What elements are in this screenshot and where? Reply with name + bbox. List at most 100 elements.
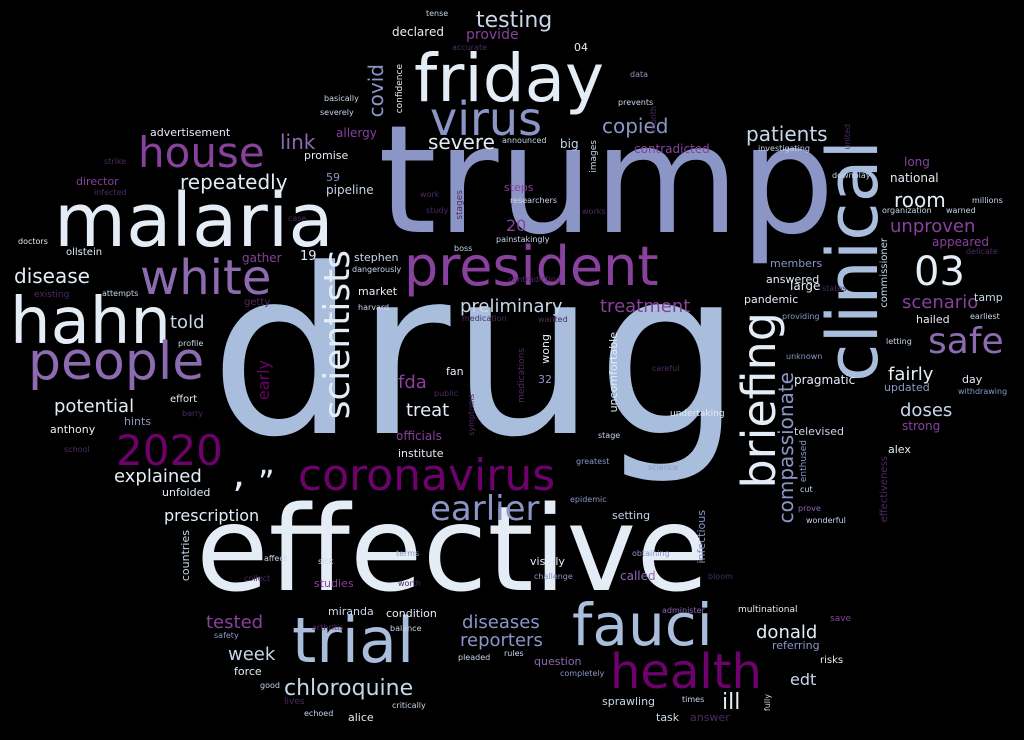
word-room: room (894, 188, 946, 212)
word-contradicted: contradicted (634, 142, 710, 156)
word-edt: edt (790, 670, 817, 689)
word-dangerously: dangerously (352, 265, 402, 274)
word-anthony: anthony (50, 423, 96, 436)
word-prove: prove (798, 504, 821, 513)
word-doses: doses (900, 400, 953, 421)
word-miranda: miranda (328, 605, 374, 618)
word-researchers: researchers (510, 196, 557, 205)
word-cut: cut (800, 485, 813, 494)
word-collect: collect (244, 574, 271, 583)
word-sick: sick (318, 557, 334, 566)
word-existing: existing (34, 290, 70, 300)
word-promise: promise (304, 149, 349, 162)
word-safe: safe (928, 321, 1004, 362)
word-countries: countries (179, 530, 192, 582)
word-warned: warned (946, 206, 976, 215)
word-risks: risks (820, 655, 844, 666)
word-greatest: greatest (576, 457, 610, 466)
word-affect: affect (264, 554, 287, 563)
word-save: save (830, 614, 852, 624)
word-ill: ill (722, 690, 741, 715)
word-school: school (64, 445, 90, 454)
word-ollstein: ollstein (66, 247, 103, 258)
word-month: month (649, 106, 658, 132)
word-hailed: hailed (916, 313, 950, 326)
word-investigating: investigating (758, 144, 810, 153)
word-question: question (534, 655, 582, 668)
word-pragmatic: pragmatic (794, 373, 856, 387)
word-day: day (962, 373, 983, 386)
word-allergy: allergy (336, 126, 377, 140)
word-wonderful: wonderful (806, 516, 846, 525)
word-organization: organization (882, 206, 932, 215)
word-fda: fda (398, 372, 427, 393)
word-copied: copied (602, 114, 669, 138)
word-effort: effort (170, 394, 198, 405)
word-terms: terms (396, 549, 420, 558)
word-scenario: scenario (902, 292, 979, 313)
word-boss: boss (454, 244, 473, 253)
word-malaria: malaria (54, 178, 334, 264)
word-symptoms: symptoms (467, 394, 476, 436)
word-institute: institute (398, 447, 444, 460)
word-members: members (770, 257, 823, 270)
word-televised: televised (794, 425, 844, 438)
word-case: case (288, 214, 307, 223)
word-president: president (404, 235, 659, 298)
word-force: force (234, 665, 262, 678)
word-undertaking: undertaking (670, 409, 725, 419)
word-visibly: visibly (530, 555, 565, 568)
word-condition: condition (386, 607, 437, 620)
word-effective: effective (196, 480, 709, 618)
word-03: 03 (914, 249, 965, 295)
word-stage: stage (598, 431, 621, 440)
word-safety: safety (214, 631, 239, 640)
word-called: called (620, 569, 656, 583)
word-prevents: prevents (618, 98, 654, 107)
word-severely: severely (320, 108, 354, 117)
word-updated: updated (884, 381, 930, 394)
word-tested: tested (206, 612, 264, 633)
word-treatment: treatment (600, 296, 691, 317)
word-wanted: wanted (538, 315, 568, 324)
word-trial: trial (292, 604, 415, 677)
word-delicate: delicate (966, 247, 998, 256)
word-basically: basically (324, 94, 359, 103)
word-infected: infected (94, 188, 127, 197)
word-providing: providing (782, 312, 820, 321)
word-answer: answer (690, 711, 730, 724)
word-week: week (228, 644, 276, 665)
word-big: big (560, 137, 579, 151)
word-barry: barry (182, 409, 204, 418)
word-scientists: scientists (317, 250, 358, 420)
word-lives: lives (284, 697, 305, 707)
word-stephen: stephen (354, 251, 399, 264)
word-studies: studies (314, 577, 354, 590)
word-national: national (890, 171, 939, 185)
word-19: 19 (300, 249, 317, 264)
word-donald: donald (756, 622, 818, 643)
word-friday: friday (414, 40, 605, 117)
word-large: large (790, 279, 821, 293)
word-unproven: unproven (890, 216, 976, 237)
word-rules: rules (504, 649, 524, 658)
word-contradicting: contradicting (508, 275, 561, 284)
word-apostrophe: ’ (232, 475, 245, 521)
word-wong: wong (539, 334, 552, 364)
word-house: house (138, 128, 265, 177)
word-harvard: harvard (358, 303, 390, 312)
word-profile: profile (178, 339, 204, 348)
word-testing: testing (476, 8, 553, 33)
word-officials: officials (396, 429, 442, 443)
word-uncomfortable: uncomfortable (607, 332, 620, 413)
word-compassionate: compassionate (774, 372, 798, 524)
word-2020: 2020 (116, 426, 223, 475)
word-withdrawing: withdrawing (958, 387, 1008, 396)
word-echoed: echoed (304, 709, 334, 718)
word-patients: patients (746, 122, 828, 146)
word-effectiveness: effectiveness (879, 456, 890, 523)
word-coronavirus: coronavirus (298, 450, 556, 501)
word-covid: covid (364, 64, 388, 118)
word-04: 04 (574, 41, 588, 54)
